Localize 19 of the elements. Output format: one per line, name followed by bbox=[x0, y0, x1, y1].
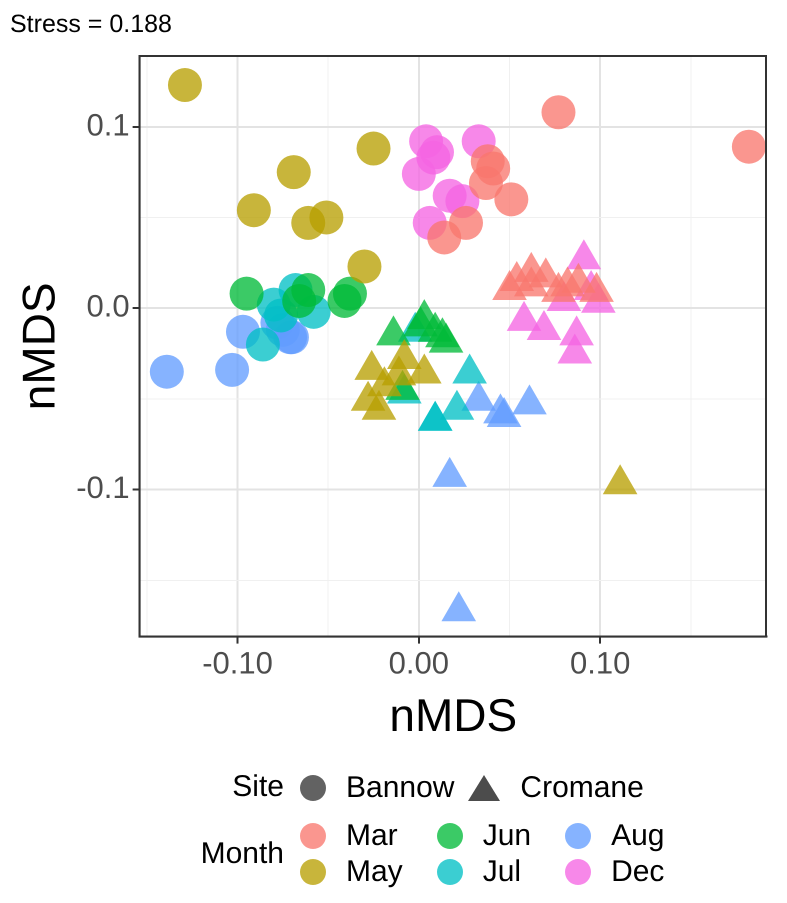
x-axis-title: nMDS bbox=[389, 689, 518, 742]
legend-title: Month bbox=[200, 836, 285, 872]
y-tick-label: -0.1 bbox=[76, 470, 130, 506]
legend-label: May bbox=[346, 855, 403, 889]
legend-label: Jun bbox=[482, 819, 532, 853]
x-tick-label: -0.10 bbox=[202, 646, 273, 681]
legend-label: Aug bbox=[611, 819, 664, 853]
y-tick-label: 0.1 bbox=[86, 107, 130, 142]
x-tick-label: 0.00 bbox=[388, 646, 450, 681]
y-axis-title: nMDS bbox=[12, 282, 64, 410]
text: Site bbox=[231, 770, 285, 804]
legend-label: Mar bbox=[346, 819, 398, 853]
legend-label: Cromane bbox=[520, 771, 644, 805]
y-tick-label: 0.0 bbox=[86, 288, 130, 324]
chart-title: Stress = 0.188 bbox=[10, 10, 172, 39]
x-tick-label: 0.10 bbox=[570, 646, 630, 681]
legend-label: Jul bbox=[482, 855, 522, 889]
legend-label: Dec bbox=[611, 855, 664, 889]
legend-label: Bannow bbox=[346, 771, 454, 805]
